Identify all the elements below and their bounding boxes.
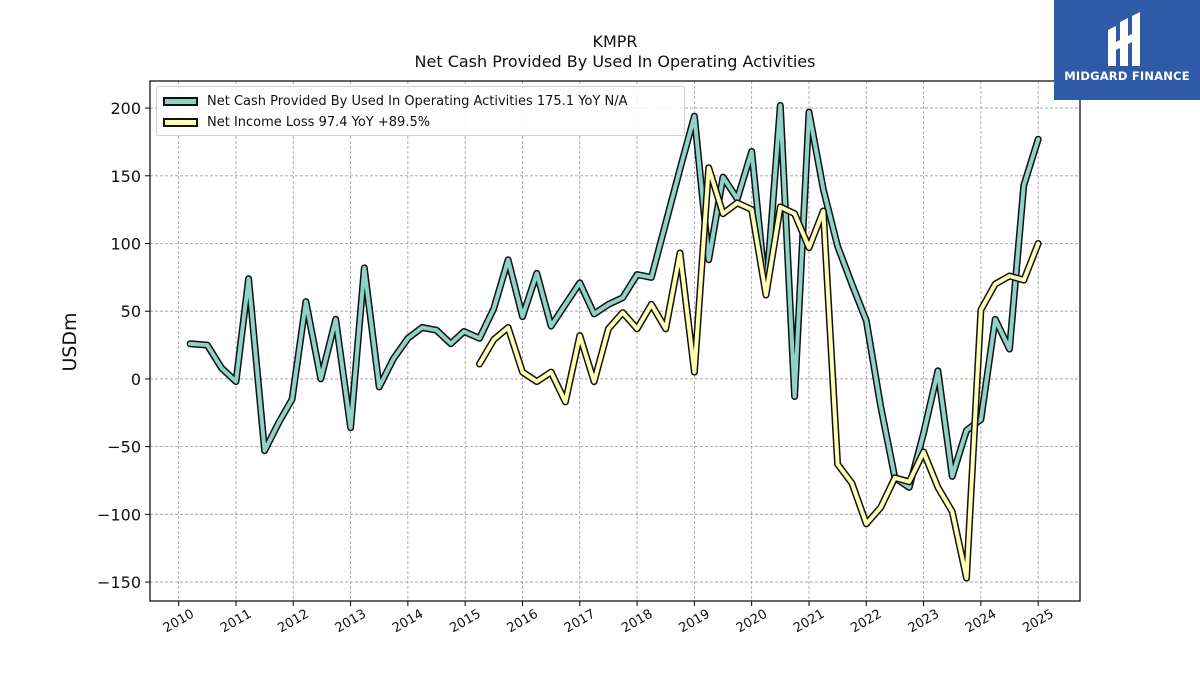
- y-tick-label: −50: [107, 438, 141, 457]
- y-tick-label: 200: [110, 99, 141, 118]
- logo-mark-icon: [1108, 12, 1140, 66]
- plot-frame: [149, 80, 1081, 602]
- chart-title: KMPR: [592, 32, 638, 51]
- y-tick-label: 100: [110, 235, 141, 254]
- x-tick-label: 2024: [963, 607, 999, 637]
- legend-swatch: [163, 96, 198, 106]
- chart-subtitle: Net Cash Provided By Used In Operating A…: [414, 52, 816, 71]
- y-axis-label: USDm: [59, 312, 81, 371]
- series-layer: [186, 101, 1042, 582]
- grid: [150, 81, 1080, 601]
- legend-swatch: [163, 117, 198, 127]
- x-tick-label: 2021: [791, 607, 827, 637]
- y-tick-label: −150: [97, 573, 141, 592]
- x-tick-label: 2016: [505, 607, 541, 637]
- y-tick-label: 50: [121, 302, 141, 321]
- series-line: [477, 165, 1041, 580]
- x-tick-label: 2019: [677, 607, 713, 637]
- x-tick-label: 2015: [447, 607, 483, 637]
- midgard-finance-logo: MIDGARD FINANCE: [1054, 0, 1200, 100]
- x-tick-label: 2011: [218, 607, 254, 637]
- y-tick-label: 0: [131, 370, 141, 389]
- legend-item-net-income: Net Income Loss 97.4 YoY +89.5%: [163, 113, 430, 131]
- x-tick-label: 2018: [619, 607, 655, 637]
- x-tick-label: 2012: [275, 607, 311, 637]
- x-tick-label: 2014: [390, 607, 426, 637]
- x-tick-label: 2023: [906, 607, 942, 637]
- y-tick-label: 150: [110, 167, 141, 186]
- series-line: [188, 103, 1041, 490]
- x-tick-label: 2010: [161, 607, 197, 637]
- x-tick-label: 2017: [562, 607, 598, 637]
- y-tick-label: −100: [97, 505, 141, 524]
- legend: Net Cash Provided By Used In Operating A…: [156, 86, 685, 136]
- legend-item-operating-cash: Net Cash Provided By Used In Operating A…: [163, 92, 627, 110]
- legend-label: Net Cash Provided By Used In Operating A…: [207, 93, 628, 109]
- legend-label: Net Income Loss 97.4 YoY +89.5%: [207, 114, 431, 130]
- series-line-outline: [186, 101, 1042, 491]
- x-tick-label: 2025: [1020, 607, 1056, 637]
- x-tick-label: 2013: [333, 607, 369, 637]
- logo-text: MIDGARD FINANCE: [1064, 69, 1190, 83]
- x-tick-label: 2022: [848, 607, 884, 637]
- x-tick-label: 2020: [734, 607, 770, 637]
